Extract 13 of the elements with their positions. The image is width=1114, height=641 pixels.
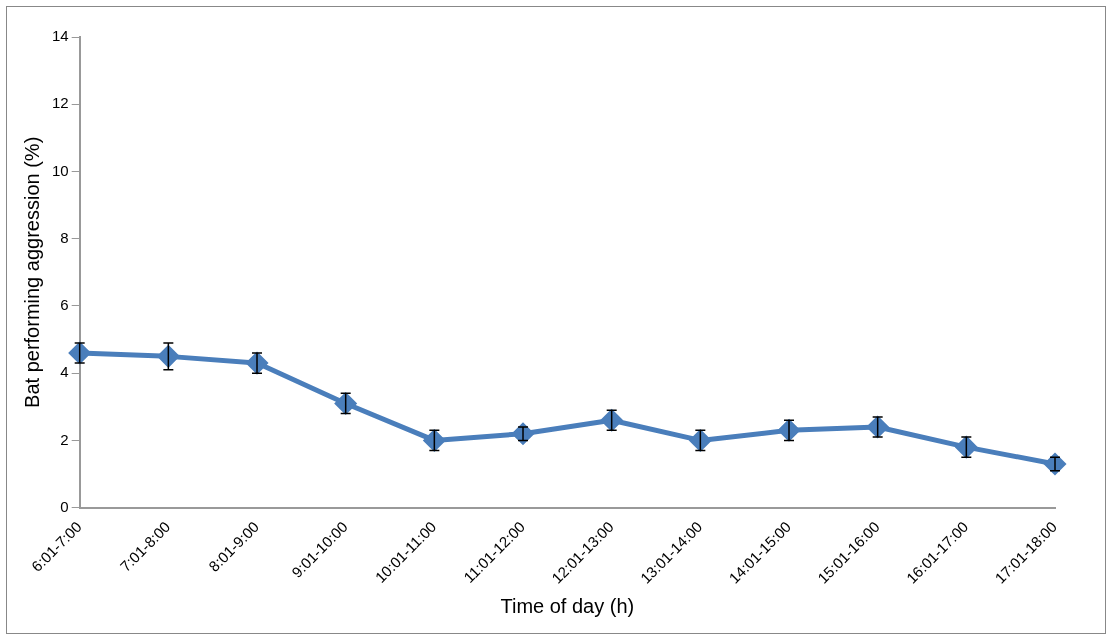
y-tick-label: 4 [60, 363, 69, 381]
y-axis-title: Bat performing aggression (%) [20, 136, 43, 408]
x-axis-title: Time of day (h) [500, 594, 635, 617]
y-tick-label: 8 [60, 228, 69, 246]
point [1044, 453, 1066, 475]
point [512, 423, 534, 445]
y-tick-label: 2 [60, 430, 69, 448]
y-tick-label: 14 [52, 27, 69, 45]
y-tick-label: 0 [60, 497, 69, 515]
point [69, 342, 91, 364]
y-tick-label: 10 [52, 161, 69, 179]
y-tick-label: 6 [60, 296, 69, 314]
y-tick-label: 12 [52, 94, 69, 112]
